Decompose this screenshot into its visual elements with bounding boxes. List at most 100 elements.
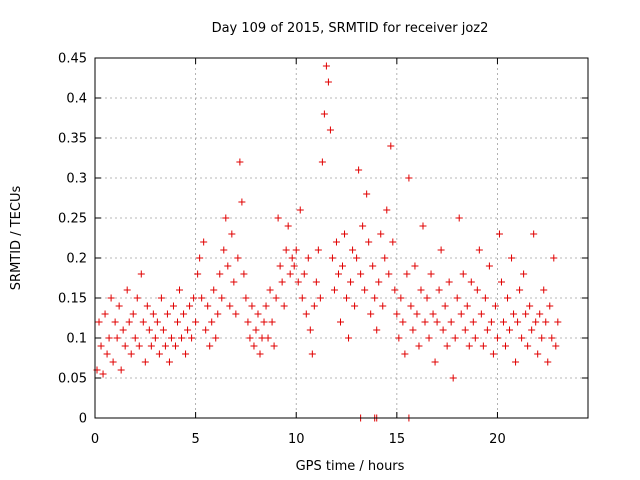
data-point <box>334 270 342 278</box>
data-point <box>145 326 153 334</box>
grid-lines <box>95 58 588 418</box>
data-point <box>467 278 475 286</box>
data-point <box>554 318 562 326</box>
data-point <box>415 342 423 350</box>
data-point <box>485 262 493 270</box>
data-point <box>411 262 419 270</box>
data-point <box>451 334 459 342</box>
y-tick-label: 0.4 <box>66 92 87 107</box>
data-point <box>123 286 131 294</box>
x-tick-label: 10 <box>288 432 305 447</box>
data-point <box>105 334 113 342</box>
data-point <box>294 278 302 286</box>
data-point <box>534 350 542 358</box>
data-point <box>371 294 379 302</box>
data-point <box>495 230 503 238</box>
data-point <box>322 62 330 70</box>
data-point <box>274 214 282 222</box>
data-point <box>242 294 250 302</box>
data-point <box>357 270 365 278</box>
y-axis-label: SRMTID / TECUs <box>9 186 24 291</box>
data-point <box>383 206 391 214</box>
data-point <box>389 238 397 246</box>
data-point <box>421 318 429 326</box>
data-point <box>405 174 413 182</box>
data-point <box>222 214 230 222</box>
data-point <box>224 262 232 270</box>
data-point <box>161 342 169 350</box>
data-point <box>359 222 367 230</box>
data-point <box>479 342 487 350</box>
data-point <box>423 294 431 302</box>
data-point <box>516 286 524 294</box>
data-point <box>135 342 143 350</box>
data-point <box>393 310 401 318</box>
data-point <box>230 278 238 286</box>
data-point <box>119 326 127 334</box>
data-point <box>441 302 449 310</box>
data-point <box>210 286 218 294</box>
data-point <box>143 302 151 310</box>
data-point <box>504 294 512 302</box>
data-point <box>107 294 115 302</box>
data-point <box>254 310 262 318</box>
data-point <box>427 270 435 278</box>
x-tick-label: 0 <box>91 432 99 447</box>
data-point <box>477 310 485 318</box>
data-point <box>409 326 417 334</box>
data-point <box>550 254 558 262</box>
data-point <box>341 230 349 238</box>
data-point <box>256 350 264 358</box>
data-point <box>238 198 246 206</box>
data-point <box>395 334 403 342</box>
data-point <box>121 342 129 350</box>
data-point <box>157 294 165 302</box>
data-point <box>417 286 425 294</box>
x-tick-label: 5 <box>191 432 199 447</box>
data-point <box>252 326 260 334</box>
plot-frame <box>94 57 589 419</box>
x-tick-label: 15 <box>389 432 406 447</box>
data-point <box>174 318 182 326</box>
data-point <box>401 350 409 358</box>
data-point <box>214 310 222 318</box>
data-point <box>332 238 340 246</box>
data-point <box>206 342 214 350</box>
data-point <box>264 334 272 342</box>
data-point <box>353 254 361 262</box>
data-point <box>117 366 125 374</box>
data-point <box>355 166 363 174</box>
data-point <box>330 286 338 294</box>
data-point <box>176 286 184 294</box>
y-tick-label: 0.25 <box>58 212 87 227</box>
data-point <box>204 302 212 310</box>
data-point <box>240 270 248 278</box>
data-point <box>425 334 433 342</box>
data-point <box>115 302 123 310</box>
data-point <box>218 294 226 302</box>
data-point <box>109 358 117 366</box>
data-point <box>514 318 522 326</box>
data-point <box>163 310 171 318</box>
data-point <box>276 262 284 270</box>
data-point <box>373 326 381 334</box>
data-point <box>377 230 385 238</box>
data-point <box>493 334 501 342</box>
data-point <box>457 310 465 318</box>
data-point <box>159 326 167 334</box>
data-point <box>260 318 268 326</box>
data-point <box>407 302 415 310</box>
chart-title: Day 109 of 2015, SRMTID for receiver joz… <box>212 21 489 36</box>
data-point <box>403 270 411 278</box>
data-point <box>288 254 296 262</box>
data-point <box>524 342 532 350</box>
data-point <box>473 286 481 294</box>
data-point <box>246 334 254 342</box>
data-point <box>506 326 514 334</box>
data-point <box>520 270 528 278</box>
data-point <box>459 270 467 278</box>
data-point <box>544 358 552 366</box>
data-point <box>188 334 196 342</box>
data-point <box>192 318 200 326</box>
data-point <box>153 318 161 326</box>
